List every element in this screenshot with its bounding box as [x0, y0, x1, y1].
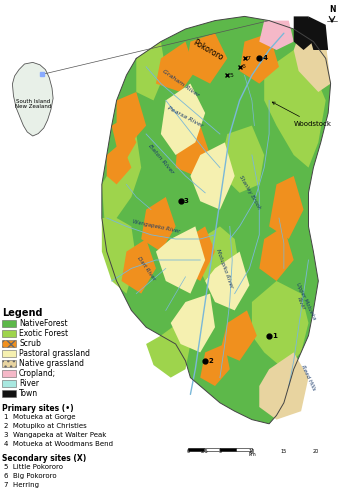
- Text: Scrub: Scrub: [19, 339, 41, 348]
- Polygon shape: [259, 352, 308, 420]
- Bar: [2, 360, 16, 367]
- Polygon shape: [269, 176, 304, 239]
- Polygon shape: [102, 16, 331, 424]
- Bar: [2, 380, 16, 387]
- Text: Wangapeko River: Wangapeko River: [132, 219, 180, 234]
- Text: N: N: [329, 5, 335, 14]
- Text: 10: 10: [249, 449, 255, 454]
- Bar: [204, 448, 220, 451]
- Polygon shape: [102, 218, 136, 294]
- Polygon shape: [220, 310, 257, 361]
- Text: South Island
New Zealand: South Island New Zealand: [14, 98, 51, 110]
- Text: 15: 15: [281, 449, 287, 454]
- Polygon shape: [156, 226, 205, 294]
- Text: Primary sites (•): Primary sites (•): [2, 404, 74, 413]
- Text: Motupiko River: Motupiko River: [215, 248, 234, 288]
- Polygon shape: [186, 33, 227, 84]
- Polygon shape: [121, 239, 156, 294]
- Text: 3: 3: [184, 198, 188, 204]
- Text: 5: 5: [218, 449, 222, 454]
- Text: Stanley Brook: Stanley Brook: [238, 175, 261, 210]
- Bar: [2, 370, 16, 377]
- Text: Pokororo: Pokororo: [191, 38, 224, 62]
- Bar: [188, 448, 204, 451]
- Text: Exotic Forest: Exotic Forest: [19, 329, 68, 338]
- Polygon shape: [107, 142, 131, 184]
- Polygon shape: [112, 117, 136, 168]
- Polygon shape: [12, 62, 53, 136]
- Polygon shape: [136, 42, 166, 100]
- Text: Pastoral grassland: Pastoral grassland: [19, 349, 90, 358]
- Text: 5  Little Pokororo: 5 Little Pokororo: [4, 464, 63, 470]
- Text: Baton River: Baton River: [147, 144, 175, 175]
- Text: 2  Motupiko at Christies: 2 Motupiko at Christies: [4, 423, 87, 429]
- Polygon shape: [222, 126, 264, 193]
- Polygon shape: [259, 226, 294, 281]
- Text: 0: 0: [187, 449, 190, 454]
- Polygon shape: [156, 42, 195, 92]
- Polygon shape: [195, 226, 240, 294]
- Polygon shape: [264, 50, 326, 168]
- Bar: [220, 448, 236, 451]
- Polygon shape: [171, 294, 215, 352]
- Polygon shape: [308, 16, 328, 50]
- Text: Town: Town: [19, 389, 38, 398]
- Text: Reed Hills: Reed Hills: [300, 364, 317, 391]
- Text: Upper Motueka
River: Upper Motueka River: [290, 282, 317, 323]
- Polygon shape: [252, 281, 308, 369]
- Text: 4: 4: [262, 56, 267, 62]
- Text: Secondary sites (X): Secondary sites (X): [2, 454, 86, 463]
- Text: 3  Wangapeka at Walter Peak: 3 Wangapeka at Walter Peak: [4, 432, 106, 438]
- Bar: [2, 330, 16, 337]
- Polygon shape: [180, 226, 215, 281]
- Polygon shape: [200, 344, 230, 386]
- Polygon shape: [259, 20, 294, 50]
- Text: Pearsa River: Pearsa River: [167, 106, 204, 128]
- Text: 2: 2: [208, 358, 213, 364]
- Polygon shape: [161, 84, 205, 155]
- Polygon shape: [146, 323, 190, 378]
- Text: 6: 6: [241, 64, 246, 70]
- Text: Graham River: Graham River: [161, 69, 200, 98]
- Polygon shape: [141, 197, 176, 252]
- Polygon shape: [240, 33, 279, 84]
- Text: 20: 20: [313, 449, 319, 454]
- Text: Native grassland: Native grassland: [19, 359, 84, 368]
- Polygon shape: [190, 142, 235, 210]
- Polygon shape: [102, 134, 141, 218]
- Polygon shape: [294, 16, 314, 50]
- Polygon shape: [117, 92, 146, 142]
- Text: 2.5: 2.5: [200, 449, 208, 454]
- Text: 6  Big Pokororo: 6 Big Pokororo: [4, 473, 57, 479]
- Text: 1  Motueka at Gorge: 1 Motueka at Gorge: [4, 414, 75, 420]
- Text: 1: 1: [272, 332, 277, 338]
- Polygon shape: [294, 29, 331, 92]
- Text: Woodstock: Woodstock: [272, 102, 332, 126]
- Polygon shape: [176, 126, 210, 176]
- Text: 7: 7: [247, 56, 250, 61]
- Bar: [2, 390, 16, 397]
- Bar: [2, 340, 16, 347]
- Text: 5: 5: [229, 72, 233, 78]
- Text: 7  Herring: 7 Herring: [4, 482, 39, 488]
- Text: River: River: [19, 379, 39, 388]
- Text: 4  Motueka at Woodmans Bend: 4 Motueka at Woodmans Bend: [4, 441, 113, 447]
- Text: Legend: Legend: [2, 308, 43, 318]
- Polygon shape: [205, 252, 249, 310]
- Bar: [2, 320, 16, 327]
- Bar: [236, 448, 252, 451]
- Bar: [2, 350, 16, 357]
- Text: Dart River: Dart River: [136, 256, 156, 281]
- Text: NativeForest: NativeForest: [19, 319, 68, 328]
- Text: km: km: [248, 452, 256, 457]
- Text: Cropland;: Cropland;: [19, 369, 56, 378]
